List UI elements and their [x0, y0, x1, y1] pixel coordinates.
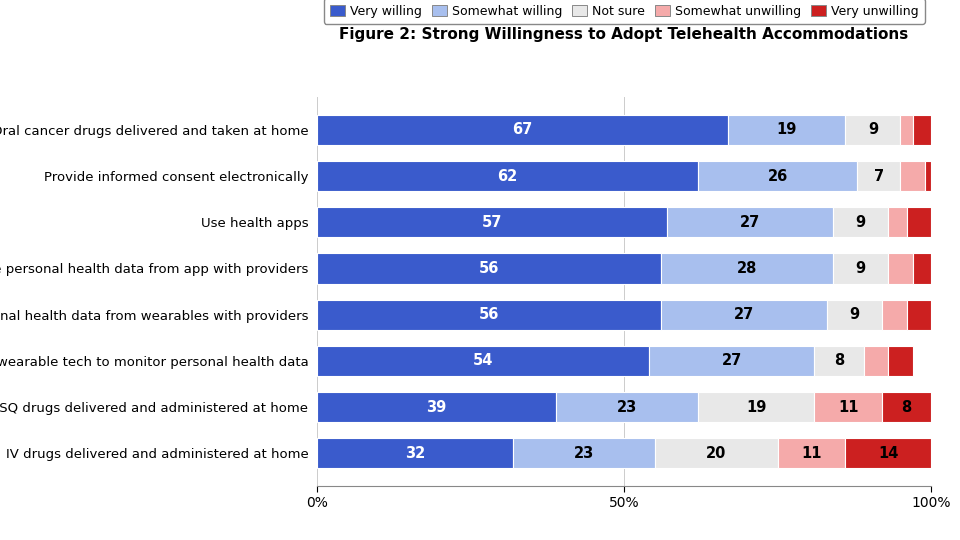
Bar [814, 346, 864, 376]
Bar [317, 346, 649, 376]
Bar [864, 346, 888, 376]
Text: 26: 26 [767, 168, 788, 184]
Bar [888, 207, 906, 237]
Text: 54: 54 [472, 353, 492, 368]
Bar [660, 253, 833, 284]
Bar [906, 207, 931, 237]
Bar [913, 253, 931, 284]
Text: 28: 28 [736, 261, 757, 276]
Bar [906, 300, 931, 330]
Text: 9: 9 [868, 123, 877, 137]
Bar [317, 207, 667, 237]
Bar [833, 253, 888, 284]
Text: 20: 20 [706, 446, 727, 461]
Bar [900, 115, 913, 145]
Bar [557, 392, 698, 422]
Text: 9: 9 [850, 307, 859, 322]
Bar [827, 300, 882, 330]
Bar [514, 438, 655, 468]
Text: 9: 9 [855, 261, 866, 276]
Title: Figure 2: Strong Willingness to Adopt Telehealth Accommodations: Figure 2: Strong Willingness to Adopt Te… [340, 27, 908, 42]
Bar [317, 253, 660, 284]
Bar [649, 346, 814, 376]
Text: 8: 8 [834, 353, 844, 368]
Bar [729, 115, 845, 145]
Text: 11: 11 [838, 400, 858, 415]
Bar [888, 346, 913, 376]
Bar [667, 207, 833, 237]
Bar [833, 207, 888, 237]
Text: 11: 11 [802, 446, 822, 461]
Bar [882, 300, 906, 330]
Bar [655, 438, 778, 468]
Bar [778, 438, 845, 468]
Text: 27: 27 [740, 215, 760, 230]
Text: 27: 27 [721, 353, 742, 368]
Text: 56: 56 [479, 261, 499, 276]
Bar [925, 161, 931, 191]
Bar [660, 300, 827, 330]
Bar [845, 115, 900, 145]
Text: 56: 56 [479, 307, 499, 322]
Bar [317, 392, 557, 422]
Text: 23: 23 [574, 446, 594, 461]
Bar [857, 161, 900, 191]
Bar [317, 300, 660, 330]
Text: 7: 7 [874, 168, 884, 184]
Bar [317, 161, 698, 191]
Bar [913, 115, 931, 145]
Text: 23: 23 [617, 400, 637, 415]
Text: 14: 14 [878, 446, 899, 461]
Bar [845, 438, 931, 468]
Text: 27: 27 [733, 307, 754, 322]
Text: 39: 39 [426, 400, 446, 415]
Legend: Very willing, Somewhat willing, Not sure, Somewhat unwilling, Very unwilling: Very willing, Somewhat willing, Not sure… [324, 0, 924, 24]
Bar [814, 392, 882, 422]
Text: 67: 67 [513, 123, 533, 137]
Bar [882, 392, 931, 422]
Bar [317, 115, 729, 145]
Text: 8: 8 [901, 400, 912, 415]
Bar [317, 438, 514, 468]
Text: 9: 9 [855, 215, 866, 230]
Text: 57: 57 [482, 215, 502, 230]
Text: 19: 19 [746, 400, 766, 415]
Text: 32: 32 [405, 446, 425, 461]
Text: 19: 19 [777, 123, 797, 137]
Text: 62: 62 [497, 168, 517, 184]
Bar [900, 161, 925, 191]
Bar [698, 392, 814, 422]
Bar [888, 253, 913, 284]
Bar [698, 161, 857, 191]
